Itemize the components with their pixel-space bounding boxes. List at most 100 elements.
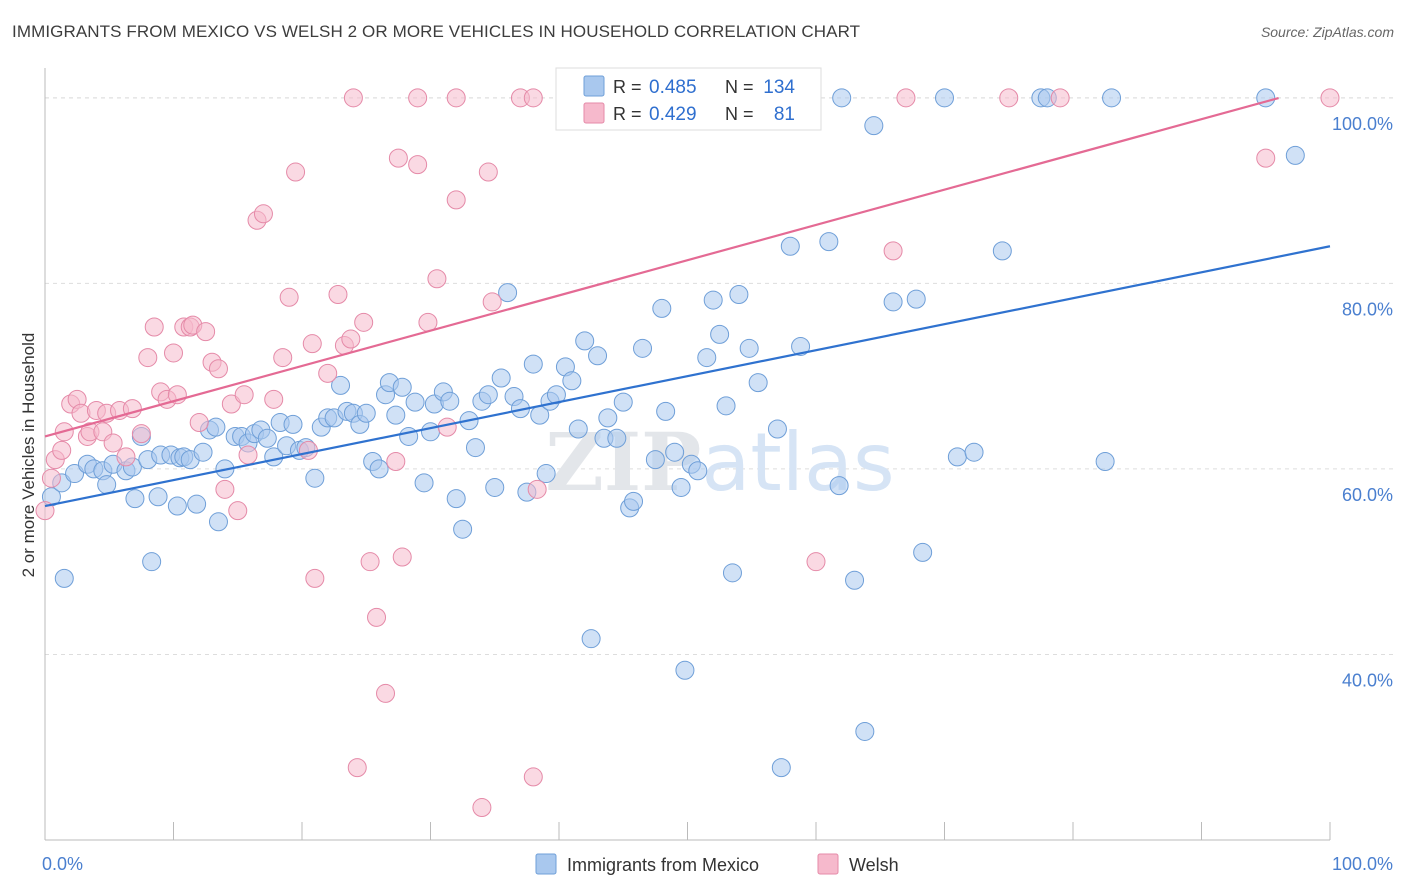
point-1-43	[302, 334, 322, 354]
point-1-71	[408, 88, 428, 108]
point-0-106	[739, 338, 759, 358]
grid-lines	[45, 97, 1395, 655]
chart-source: Source: ZipAtlas.com	[1260, 24, 1394, 40]
point-0-115	[855, 721, 875, 741]
point-1-30	[208, 359, 228, 379]
point-1-7	[71, 403, 91, 423]
point-1-41	[286, 162, 306, 182]
point-1-22	[164, 343, 183, 363]
point-0-15	[148, 487, 168, 507]
point-1-32	[221, 394, 241, 414]
point-0-62	[446, 489, 466, 509]
point-1-49	[347, 758, 367, 778]
y-tick-label-3: 100.0%	[1332, 114, 1393, 134]
point-1-18	[138, 348, 158, 368]
x-tick-label-end: 100.0%	[1332, 854, 1393, 874]
point-1-38	[264, 389, 284, 409]
legend-r-value-welsh: 0.429	[649, 104, 697, 125]
point-1-59	[427, 269, 447, 289]
point-1-37	[253, 204, 273, 224]
point-1-40	[279, 287, 299, 307]
chart-title: IMMIGRANTS FROM MEXICO VS WELSH 2 OR MOR…	[12, 22, 861, 41]
point-1-31	[215, 479, 235, 499]
legend-r-label-mexico: R =	[613, 77, 642, 97]
point-0-57	[414, 473, 434, 493]
legend-swatch-mexico	[583, 75, 605, 97]
point-0-133	[1285, 145, 1305, 165]
point-1-42	[298, 440, 318, 460]
point-0-95	[665, 442, 685, 462]
point-0-67	[478, 385, 498, 405]
point-1-60	[437, 417, 457, 437]
y-tick-label-2: 80.0%	[1342, 299, 1393, 319]
point-1-46	[328, 285, 348, 305]
point-1-78	[896, 88, 916, 108]
legend-n-value-mexico: 134	[763, 77, 795, 98]
point-0-90	[624, 491, 644, 511]
point-0-97	[675, 660, 695, 680]
bottom-legend: Immigrants from Mexico Welsh	[535, 853, 899, 875]
point-0-83	[581, 629, 601, 649]
point-0-91	[633, 338, 653, 358]
point-1-61	[446, 190, 466, 210]
point-0-104	[722, 563, 742, 583]
point-0-99	[688, 461, 708, 481]
point-0-69	[491, 368, 511, 388]
point-1-27	[189, 413, 209, 433]
point-0-131	[1102, 88, 1122, 108]
point-1-1	[41, 468, 61, 488]
bottom-legend-label-mexico: Immigrants from Mexico	[567, 855, 759, 875]
point-1-48	[341, 329, 361, 349]
point-1-62	[472, 798, 492, 818]
axes	[44, 68, 1331, 841]
point-0-114	[845, 570, 865, 590]
point-1-65	[523, 767, 543, 787]
point-0-18	[167, 496, 187, 516]
point-0-120	[947, 447, 967, 467]
point-1-51	[360, 552, 380, 572]
point-1-56	[392, 547, 412, 567]
point-1-80	[1050, 88, 1070, 108]
point-1-28	[196, 322, 216, 342]
point-0-68	[485, 477, 505, 497]
point-1-55	[388, 148, 408, 168]
point-1-68	[883, 241, 903, 261]
point-1-79	[999, 88, 1019, 108]
point-0-101	[703, 290, 723, 310]
point-0-65	[465, 438, 485, 458]
y-axis-title: 2 or more Vehicles in Household	[19, 333, 38, 578]
point-0-2	[54, 568, 74, 588]
point-0-7	[97, 475, 117, 495]
bottom-legend-swatch-mexico	[535, 853, 557, 875]
point-1-67	[806, 552, 826, 572]
point-0-48	[356, 403, 376, 423]
point-0-84	[588, 346, 608, 366]
point-0-25	[206, 417, 226, 437]
point-0-100	[697, 348, 717, 368]
series-welsh-points	[35, 88, 1340, 818]
point-0-111	[791, 336, 811, 356]
trend-line-1	[44, 96, 1279, 438]
trend-lines	[44, 96, 1331, 508]
point-0-113	[829, 476, 849, 496]
point-1-17	[131, 424, 151, 444]
y-tick-label-1: 60.0%	[1342, 485, 1393, 505]
point-0-23	[193, 442, 213, 462]
point-0-96	[671, 477, 691, 497]
point-0-123	[1095, 451, 1115, 471]
point-0-127	[832, 88, 852, 108]
trend-line-0	[44, 245, 1331, 508]
point-0-81	[568, 419, 588, 439]
point-0-116	[864, 116, 884, 136]
point-1-66	[527, 479, 547, 499]
legend-n-label-mexico: N =	[725, 77, 754, 97]
point-0-50	[369, 459, 389, 479]
legend-n-value-welsh: 81	[774, 104, 795, 125]
point-0-102	[710, 324, 730, 344]
point-0-54	[392, 377, 412, 397]
point-0-33	[257, 428, 277, 448]
point-0-94	[656, 401, 676, 421]
point-0-63	[453, 519, 473, 539]
point-0-118	[906, 289, 926, 309]
point-0-87	[607, 428, 627, 448]
